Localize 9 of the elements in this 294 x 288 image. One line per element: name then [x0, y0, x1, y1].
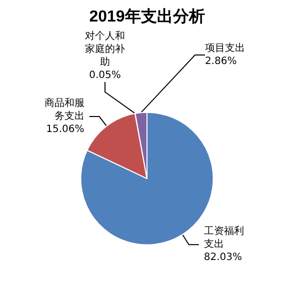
chart-title: 2019年支出分析 [89, 8, 205, 26]
data-label: 0.05% [89, 70, 121, 81]
slice-label: 商品和服务支出 [44, 97, 84, 122]
slice-label: 对个人和家庭的补助 [85, 30, 125, 68]
data-label: 2.86% [205, 56, 237, 67]
data-label: 15.06% [46, 124, 84, 136]
slice-label: 工资福利支出 [204, 225, 244, 250]
slice-label: 项目支出 [205, 42, 245, 54]
data-label: 82.03% [204, 252, 242, 264]
